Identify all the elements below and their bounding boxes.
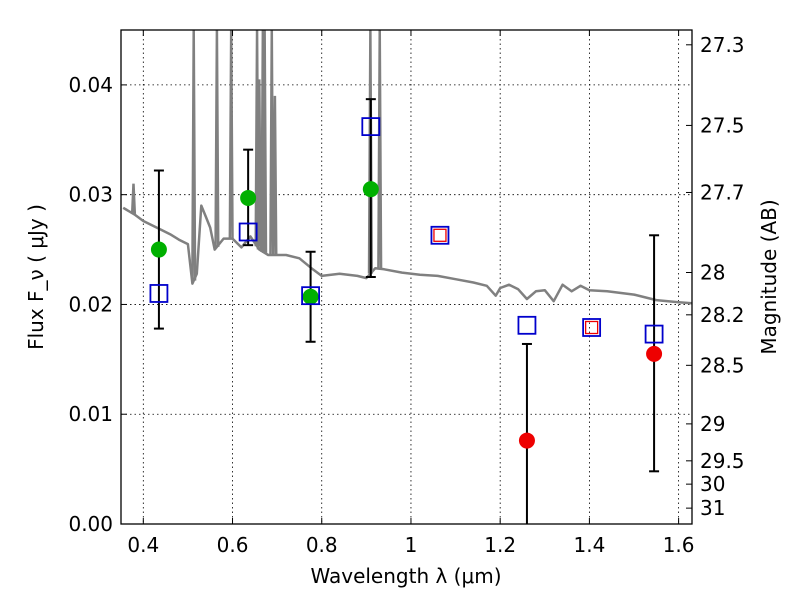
spectrum-emission-line: [214, 30, 220, 247]
model-flux-square: [517, 315, 537, 335]
photometry-point: [302, 288, 319, 305]
x-tick-label: 0.8: [306, 533, 338, 557]
y-tick-label: 0.03: [68, 183, 113, 207]
y-tick-label: 0.04: [68, 73, 113, 97]
y2-tick-label: 28.2: [700, 303, 745, 327]
upper-limit-square: [433, 228, 447, 242]
x-tick-label: 1.4: [573, 533, 605, 557]
spectrum-emission-line: [228, 30, 234, 239]
y2-tick-label: 27.5: [700, 113, 745, 137]
spectrum-emission-line: [130, 183, 137, 214]
spectrum-emission-line: [269, 30, 275, 256]
photometry-point: [240, 189, 257, 206]
y2-tick-label: 28: [700, 261, 725, 285]
y2-axis-label: Magnitude (AB): [757, 199, 781, 354]
x-tick-label: 0.6: [217, 533, 249, 557]
model-flux-square: [644, 324, 664, 344]
photometry-point: [518, 432, 535, 449]
data-markers: [149, 117, 664, 449]
grid-lines: [121, 30, 692, 524]
spectrum-continuum: [122, 204, 692, 305]
photometry-point: [150, 241, 167, 258]
axis-ticks: 0.4 0.6 0.8 1 1.2 1.4 1.6 0.00 0.01 0.02 0.03 0.04 2…: [68, 30, 745, 557]
y2-tick-label: 30: [700, 472, 725, 496]
x-tick-label: 1.6: [663, 533, 695, 557]
spectrum-emission-line: [191, 30, 197, 281]
y-tick-label: 0.01: [68, 402, 113, 426]
plot-frame: [120, 29, 693, 525]
spectrum-emission-line: [262, 30, 268, 253]
y2-tick-label: 31: [700, 496, 725, 520]
spectrum-emission-line: [256, 79, 262, 250]
photometry-point: [362, 181, 379, 198]
x-axis-label: Wavelength λ (μm): [310, 564, 501, 588]
y-axis-label: Flux F_ν ( μJy ): [24, 204, 48, 350]
model-flux-square: [361, 117, 381, 137]
spectrum-emission-line: [272, 95, 278, 256]
y-tick-label: 0.00: [68, 512, 113, 536]
y2-tick-label: 27.7: [700, 180, 745, 204]
model-flux-square: [582, 318, 602, 337]
upper-limit-square: [584, 320, 599, 335]
photometry-point: [646, 345, 663, 362]
y2-tick-label: 28.5: [700, 353, 745, 377]
model-flux-square: [430, 225, 450, 245]
x-tick-label: 0.4: [127, 533, 159, 557]
model-flux-square: [149, 284, 169, 303]
model-flux-square: [238, 222, 258, 242]
y2-tick-label: 29: [700, 412, 725, 436]
spectrum-emission-line: [377, 30, 383, 269]
y2-tick-label: 27.3: [700, 33, 745, 57]
x-tick-label: 1: [405, 533, 418, 557]
model-spectrum: [122, 30, 692, 305]
x-tick-label: 1.2: [484, 533, 516, 557]
y2-tick-label: 29.5: [700, 449, 745, 473]
model-flux-square: [301, 286, 320, 306]
y-tick-label: 0.02: [68, 292, 113, 316]
